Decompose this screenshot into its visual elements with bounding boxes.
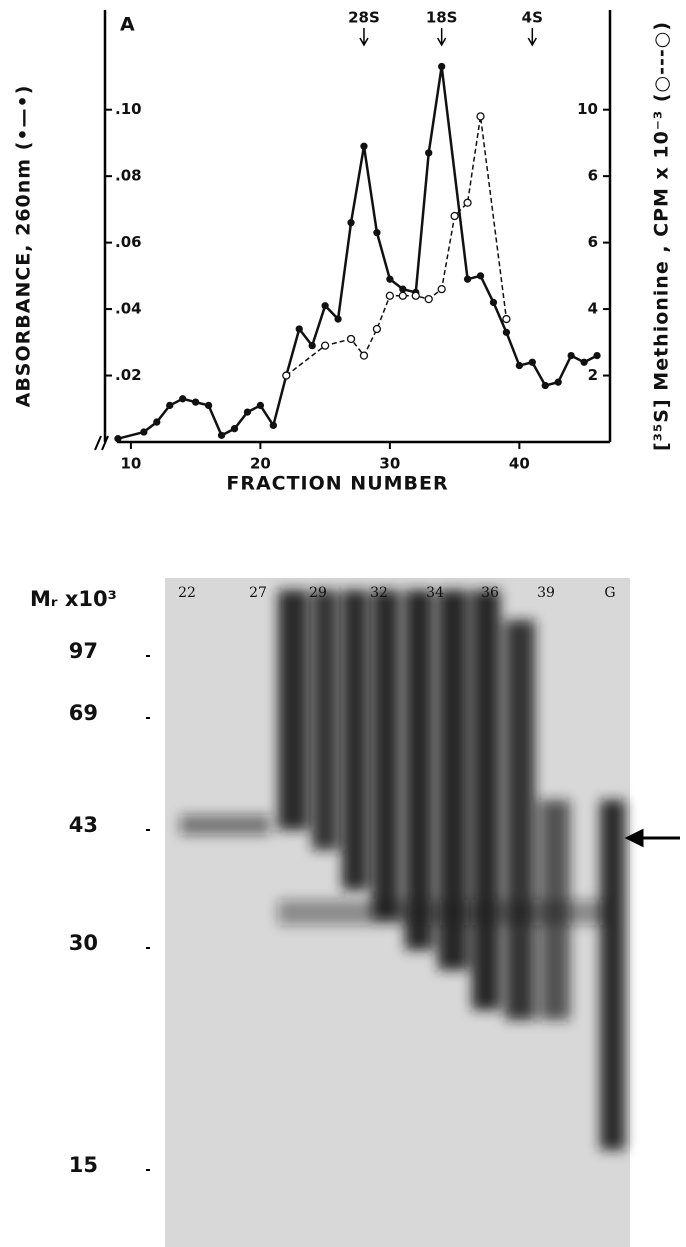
marker-label: 15 <box>69 1153 98 1177</box>
data-point <box>282 371 291 380</box>
data-point <box>386 275 394 283</box>
data-point <box>308 341 316 350</box>
data-point <box>437 284 446 294</box>
x-tick-label: 40 <box>509 455 530 473</box>
data-point <box>372 324 382 334</box>
y2-tick-label: 2 <box>588 366 598 384</box>
data-point <box>463 198 472 207</box>
data-point <box>269 421 277 430</box>
data-point <box>334 315 342 323</box>
data-point <box>346 334 356 344</box>
data-point <box>217 431 226 440</box>
data-point <box>321 302 329 310</box>
lane-label: 39 <box>537 585 555 601</box>
y2-tick-label: 6 <box>588 167 598 185</box>
data-point <box>320 341 330 350</box>
data-point <box>191 398 200 406</box>
mr-label: Mᵣ x10³ <box>30 587 117 611</box>
data-point <box>166 401 174 410</box>
gel-image <box>165 578 630 1247</box>
lane-label: 22 <box>178 585 196 601</box>
panel-label: A <box>120 14 136 36</box>
data-point <box>256 401 265 410</box>
annotation-arrow <box>527 28 537 47</box>
marker-label: 69 <box>69 701 98 725</box>
y-tick-label: .10 <box>115 100 142 118</box>
y2-axis-label: [³⁵S] Methionine , CPM x 10⁻³ (○---○) <box>651 21 673 451</box>
data-point <box>373 228 381 237</box>
data-point <box>140 428 148 436</box>
lane-label: 34 <box>426 585 444 601</box>
annotation: 18S <box>426 9 458 27</box>
data-point <box>425 149 433 157</box>
data-point <box>347 219 355 227</box>
marker-label: 97 <box>69 639 98 663</box>
data-point <box>385 291 395 300</box>
lane-label: G <box>604 585 615 601</box>
data-point <box>295 325 303 333</box>
data-point <box>243 408 252 416</box>
annotation: 4S <box>522 9 543 27</box>
data-point <box>580 358 588 366</box>
data-point <box>593 351 601 360</box>
y-tick-label: .06 <box>115 233 142 251</box>
y2-tick-label: 10 <box>577 100 598 118</box>
data-point <box>541 381 549 390</box>
data-point <box>567 351 575 360</box>
y2-tick-label: 4 <box>588 300 598 318</box>
data-point <box>463 275 472 283</box>
lane-label: 36 <box>481 585 499 601</box>
data-point <box>438 62 446 71</box>
annotation: 28S <box>348 9 380 27</box>
data-point <box>424 294 433 304</box>
data-point <box>476 272 485 280</box>
data-point <box>528 358 536 366</box>
y-tick-label: .08 <box>115 167 142 185</box>
marker-label: 30 <box>69 931 98 955</box>
data-point <box>398 291 407 300</box>
data-point <box>230 425 239 433</box>
y-tick-label: .02 <box>115 366 142 384</box>
data-point <box>554 378 562 386</box>
arrow <box>624 828 680 848</box>
data-point <box>360 142 368 150</box>
annotation-arrow <box>437 28 447 47</box>
data-point <box>489 298 498 307</box>
data-point <box>359 351 369 360</box>
series-line <box>285 116 508 377</box>
y2-tick-label: 6 <box>588 233 598 251</box>
x-tick-label: 30 <box>379 455 400 473</box>
data-point <box>515 361 524 370</box>
data-point <box>204 401 213 410</box>
data-point <box>476 112 485 121</box>
data-point <box>411 291 420 300</box>
series-line <box>117 66 598 440</box>
data-point <box>114 435 122 443</box>
lane-label: 27 <box>249 585 267 601</box>
data-point <box>179 395 187 403</box>
data-point <box>502 314 511 324</box>
x-tick-label: 10 <box>120 455 141 473</box>
data-point <box>399 285 407 293</box>
x-tick-label: 20 <box>250 455 271 473</box>
data-point <box>502 328 511 336</box>
y-tick-label: .04 <box>115 300 142 318</box>
lane-label: 32 <box>370 585 388 601</box>
data-point <box>153 418 161 426</box>
annotation-arrow <box>359 28 369 47</box>
axis-break <box>94 435 109 451</box>
marker-label: 43 <box>69 813 98 837</box>
y-axis-label: ABSORBANCE, 260nm (•—•) <box>13 85 35 408</box>
x-axis-label: FRACTION NUMBER <box>226 473 448 495</box>
data-point <box>450 211 459 221</box>
lane-label: 29 <box>309 585 327 601</box>
